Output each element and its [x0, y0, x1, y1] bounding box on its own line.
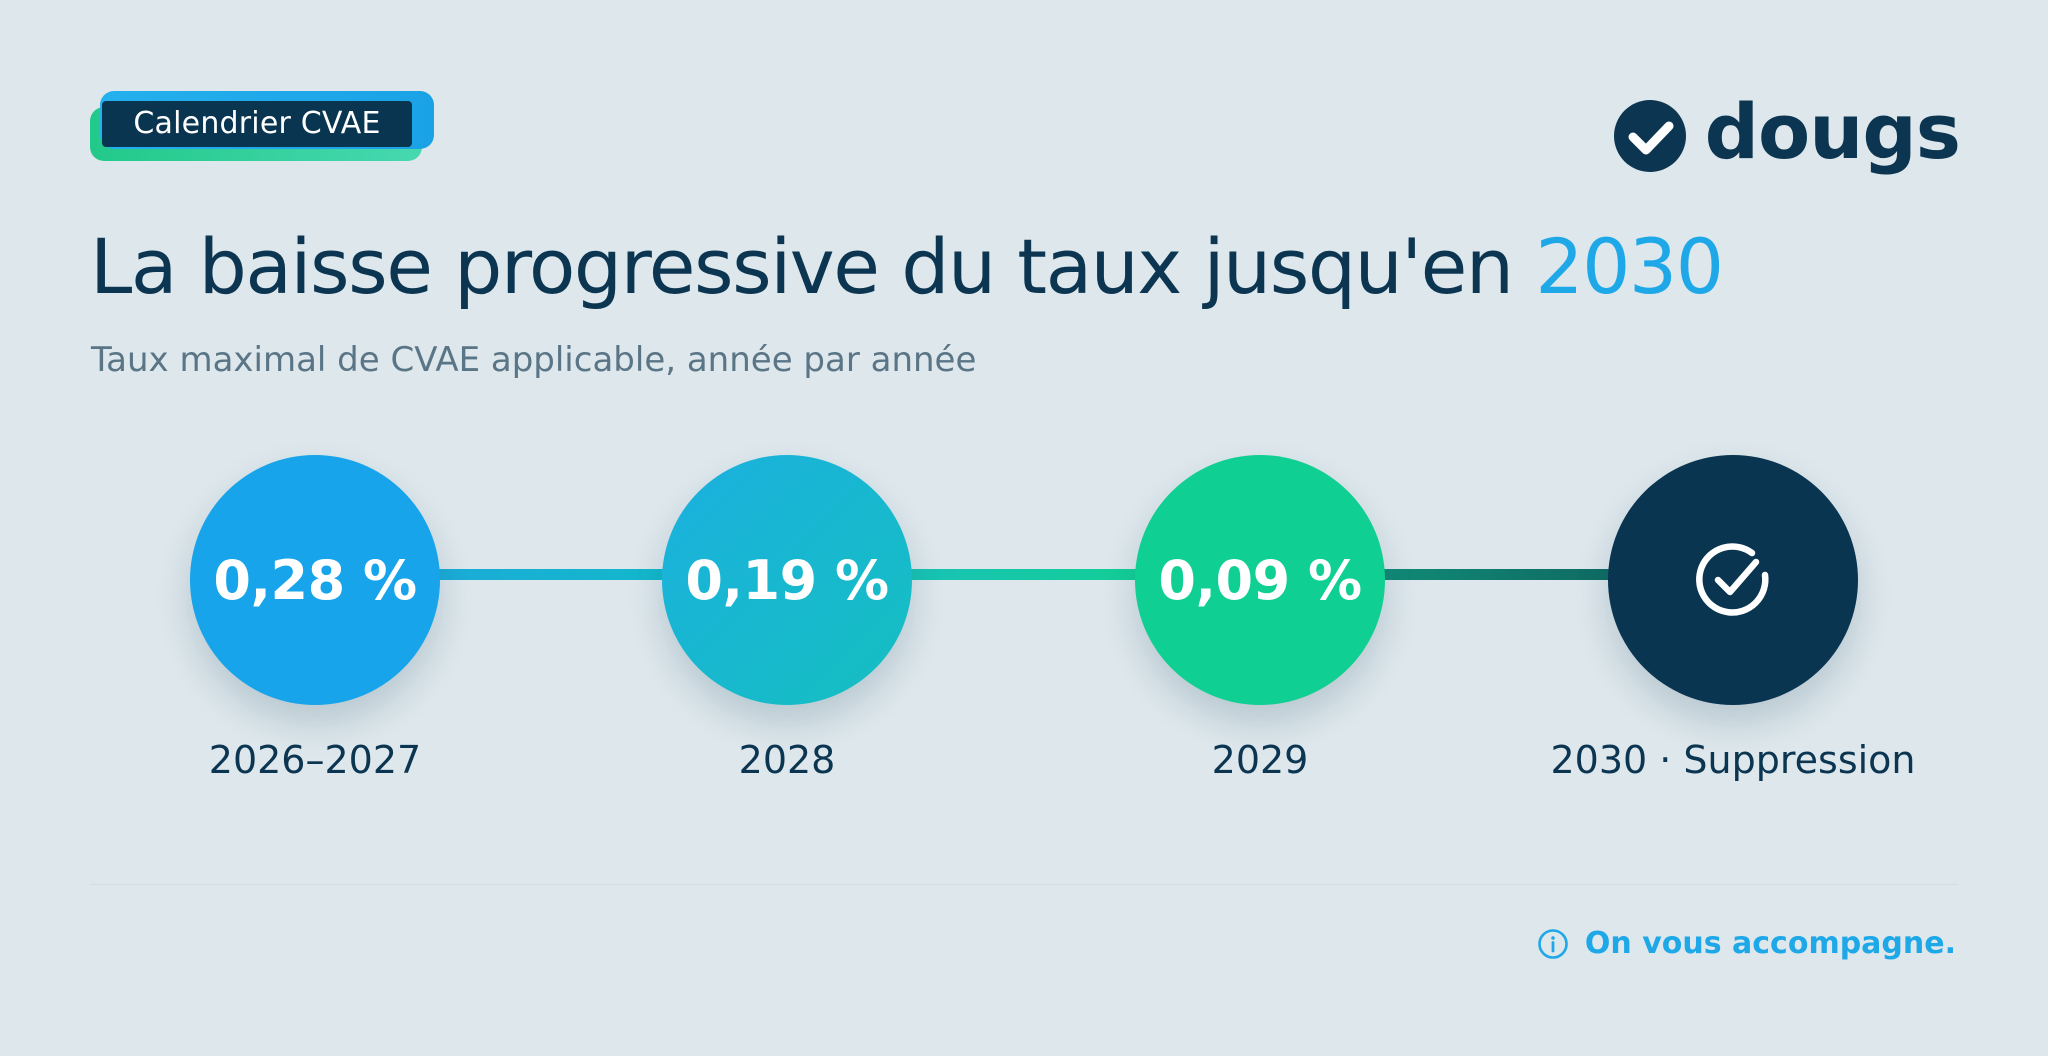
rate-value: 0,28 % [213, 548, 417, 612]
check-circle-icon [1613, 100, 1686, 172]
footer-divider [90, 884, 1958, 885]
rate-circle-2026-2027: 0,28 % [190, 455, 440, 705]
category-badge: Calendrier CVAE [90, 91, 434, 161]
rate-circle-2028: 0,19 % [662, 455, 912, 705]
footer-text: On vous accompagne. [1584, 926, 1956, 961]
title-accent: 2030 [1535, 222, 1724, 311]
year-label: 2028 [738, 738, 836, 782]
suppression-circle-2030 [1608, 455, 1858, 705]
footer-note: On vous accompagne. [1537, 926, 1956, 961]
badge-label: Calendrier CVAE [102, 101, 412, 147]
timeline-connector [1383, 569, 1611, 580]
year-label: 2030 · Suppression [1550, 738, 1916, 782]
page-subtitle: Taux maximal de CVAE applicable, année p… [91, 340, 977, 380]
brand-logo: dougs [1613, 87, 1961, 176]
rate-value: 0,09 % [1158, 548, 1362, 612]
timeline-connector [910, 569, 1138, 580]
info-icon [1538, 928, 1568, 959]
title-main: La baisse progressive du taux jusqu'en [90, 222, 1536, 311]
timeline-connector [437, 569, 665, 580]
year-label: 2029 [1211, 738, 1309, 782]
logo-text: dougs [1704, 87, 1961, 176]
rate-value: 0,19 % [685, 548, 889, 612]
rate-circle-2029: 0,09 % [1135, 455, 1385, 705]
page-title: La baisse progressive du taux jusqu'en 2… [90, 222, 1724, 311]
check-circle-icon [1696, 543, 1769, 616]
year-label: 2026–2027 [208, 738, 422, 782]
